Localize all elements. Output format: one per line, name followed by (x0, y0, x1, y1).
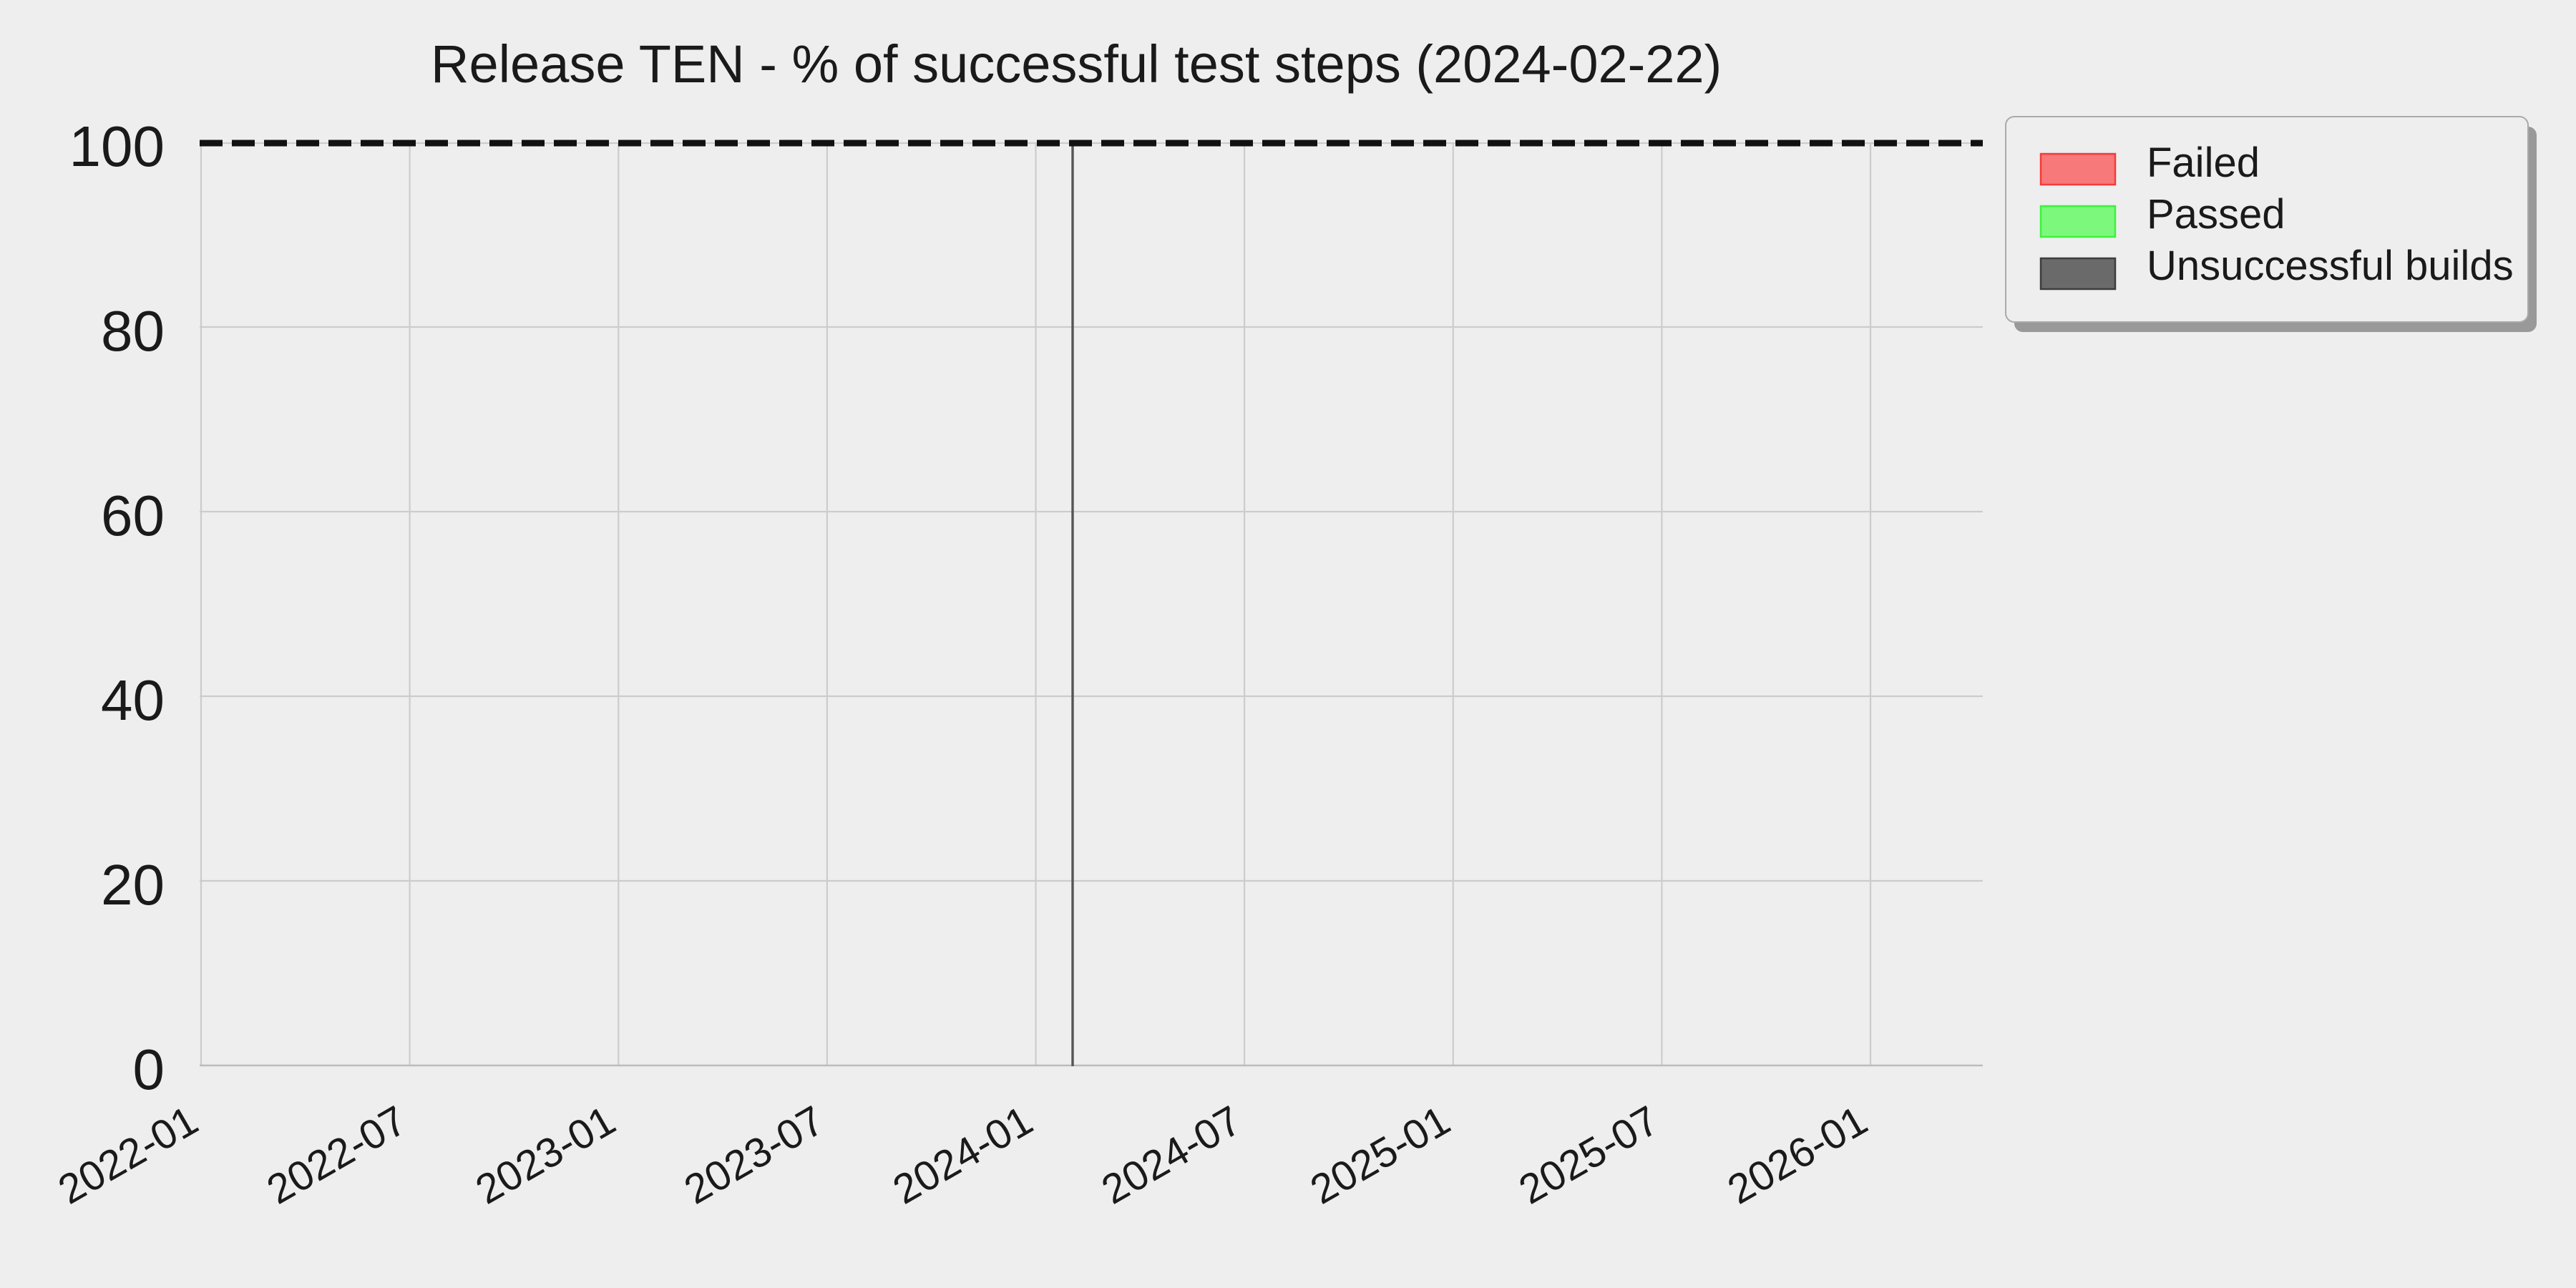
svg-text:100: 100 (69, 114, 165, 178)
svg-text:Unsuccessful builds: Unsuccessful builds (2147, 243, 2514, 289)
svg-text:80: 80 (101, 299, 165, 363)
svg-text:Passed: Passed (2147, 191, 2285, 238)
svg-text:40: 40 (101, 668, 165, 732)
svg-text:60: 60 (101, 484, 165, 547)
svg-text:Release TEN - % of successful: Release TEN - % of successful test steps… (431, 34, 1722, 94)
svg-text:0: 0 (133, 1038, 165, 1101)
svg-text:20: 20 (101, 853, 165, 917)
svg-text:Failed: Failed (2147, 140, 2260, 186)
